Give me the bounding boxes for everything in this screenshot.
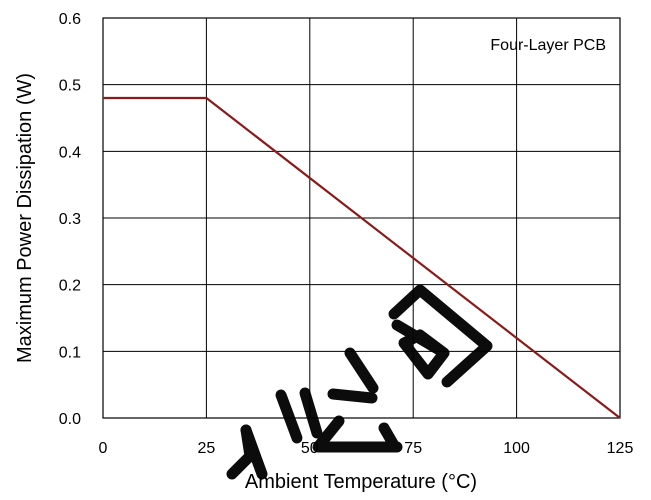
legend-label: Four-Layer PCB [490, 37, 606, 54]
x-tick-label: 75 [404, 440, 422, 457]
x-axis-title: Ambient Temperature (°C) [245, 471, 477, 493]
y-tick-label: 0.0 [59, 411, 81, 428]
watermark-stroke-8 [388, 284, 493, 388]
y-tick-labels: 0.0 0.1 0.2 0.3 0.4 0.5 0.6 [59, 11, 81, 428]
y-tick-label: 0.1 [59, 344, 81, 361]
watermark-stroke-6 [312, 415, 403, 453]
watermark-stroke-10 [398, 329, 450, 380]
x-tick-label: 0 [99, 440, 108, 457]
x-tick-labels: 0 25 50 75 100 125 [99, 440, 634, 457]
watermark [226, 284, 493, 480]
x-tick-label: 125 [607, 440, 634, 457]
x-tick-label: 100 [503, 440, 530, 457]
watermark-stroke-3 [275, 389, 303, 444]
y-tick-label: 0.3 [59, 211, 81, 228]
watermark-stroke-5 [327, 388, 378, 404]
y-tick-label: 0.4 [59, 144, 81, 161]
series-line [103, 96, 621, 419]
x-tick-label: 25 [198, 440, 216, 457]
watermark-stroke-4 [299, 387, 323, 439]
watermark-stroke-11 [344, 347, 379, 394]
y-tick-label: 0.6 [59, 11, 81, 28]
y-tick-label: 0.5 [59, 78, 81, 95]
watermark-stroke-2 [240, 424, 268, 480]
y-tick-label: 0.2 [59, 278, 81, 295]
series-layer [103, 96, 621, 419]
y-axis-title: Maximum Power Dissipation (W) [14, 73, 36, 363]
watermark-stroke-7 [378, 422, 401, 453]
plot-frame [102, 17, 621, 419]
